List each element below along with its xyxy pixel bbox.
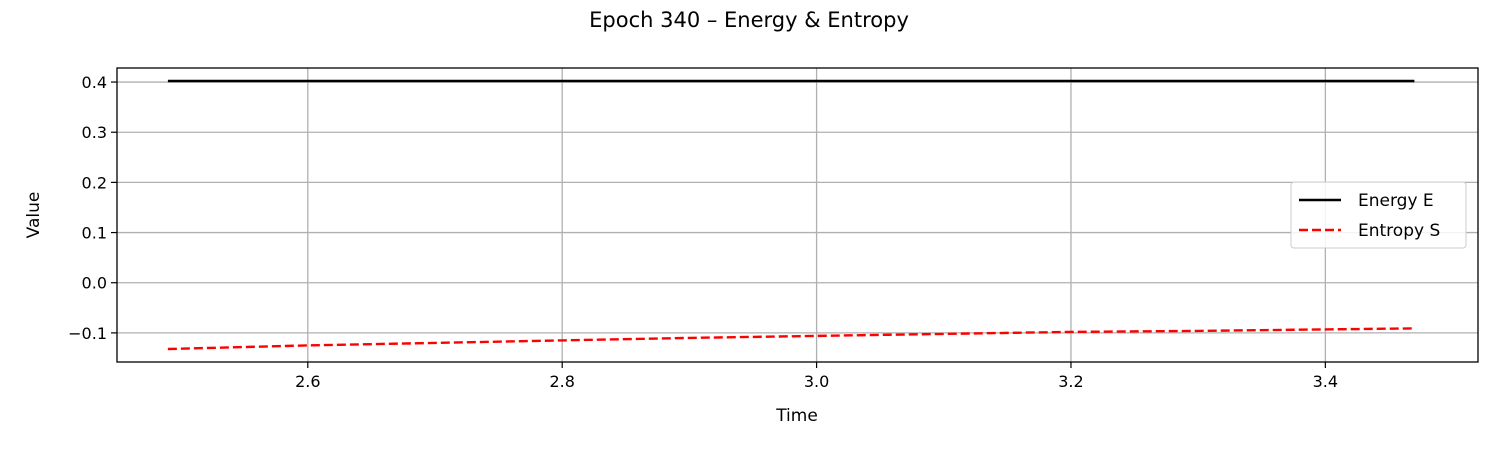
y-tick-label: 0.2 <box>82 173 107 192</box>
y-tick-label: 0.4 <box>82 73 107 92</box>
series-line-1 <box>167 327 1415 351</box>
legend-label-entropy: Entropy S <box>1358 221 1440 241</box>
chart-title: Epoch 340 – Energy & Entropy <box>589 8 909 32</box>
legend-box <box>1290 181 1467 249</box>
y-axis-label: Value <box>24 192 44 239</box>
x-tick-label: 2.6 <box>295 372 320 391</box>
plot-frame <box>116 67 1479 363</box>
y-tick-label: 0.1 <box>82 224 107 243</box>
x-tick-label: 3.4 <box>1313 372 1338 391</box>
y-tick-label: 0.0 <box>82 274 107 293</box>
y-tick-label: 0.3 <box>82 123 107 142</box>
series-lines <box>167 79 1415 351</box>
x-axis-label: Time <box>775 406 818 426</box>
legend-label-energy: Energy E <box>1358 191 1434 211</box>
legend: Energy E Entropy S <box>1290 181 1467 249</box>
x-tick-label: 3.2 <box>1058 372 1083 391</box>
grid <box>117 68 1478 362</box>
x-tick-label: 2.8 <box>549 372 574 391</box>
x-tick-label: 3.0 <box>804 372 829 391</box>
ticks: 2.6 2.8 3.0 3.2 3.4 −0.1 0.0 0.1 0.2 0.3 0.4 <box>68 73 1338 391</box>
y-tick-label: −0.1 <box>68 324 107 343</box>
